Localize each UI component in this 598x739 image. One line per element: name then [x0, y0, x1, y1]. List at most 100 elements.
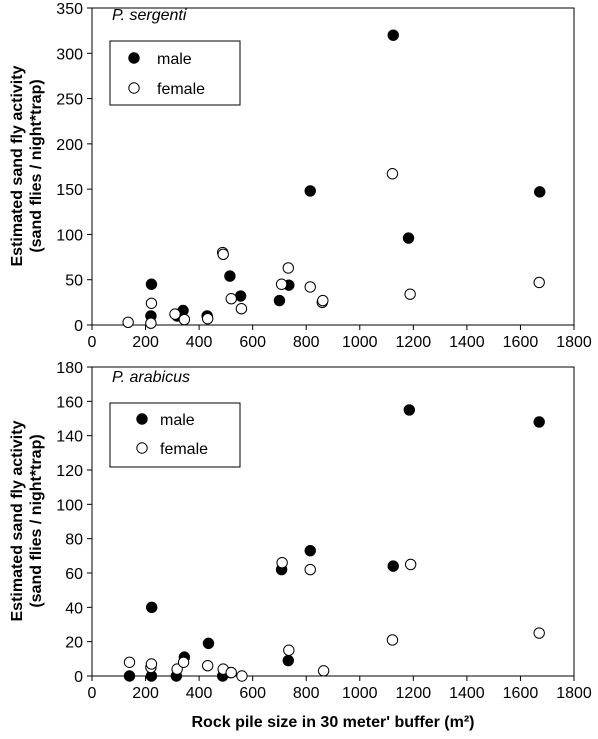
data-point-female [404, 558, 417, 571]
data-point-female [177, 656, 190, 668]
data-point-male [202, 637, 215, 650]
x-tick-label: 1400 [449, 685, 485, 702]
data-point-female [404, 288, 416, 300]
data-point-female [283, 644, 295, 656]
panel-label: P. arabicus [112, 369, 190, 386]
x-tick-label: 800 [293, 685, 320, 702]
panel-p-sergenti: P. sergenti Estimated sand fly activity … [9, 1, 592, 351]
data-point-female [282, 262, 294, 274]
data-point-male [402, 232, 415, 244]
y-tick-label: 80 [65, 532, 83, 549]
data-point-female [201, 312, 214, 325]
data-point-female [169, 308, 181, 320]
data-point-male [273, 294, 286, 307]
data-point-female [145, 317, 157, 329]
panel-label: P. sergenti [112, 7, 187, 24]
data-point-male [234, 290, 247, 302]
legend-box [109, 40, 241, 106]
data-point-female [317, 665, 330, 677]
data-point-female [533, 276, 545, 289]
legend-marker-male [128, 52, 140, 64]
x-tick-label: 0 [88, 334, 97, 351]
data-point-female [122, 316, 134, 328]
y-tick-label: 180 [56, 360, 83, 377]
legend-box [109, 402, 241, 468]
legend-marker-female [128, 82, 140, 94]
legend: male female [109, 402, 241, 468]
x-tick-label: 600 [239, 334, 266, 351]
data-point-female [225, 293, 237, 305]
plot-frame [91, 366, 575, 677]
y-tick-label: 50 [65, 273, 83, 290]
x-tick-label: 1600 [503, 685, 539, 702]
data-point-female [276, 557, 288, 569]
data-point-female [201, 660, 214, 672]
x-tick-label: 1200 [396, 334, 432, 351]
y-tick-label: 120 [56, 463, 83, 480]
y-axis-ticks: 0 50 100 150 200 250 300 350 [56, 1, 92, 335]
data-point-male [534, 186, 546, 198]
data-point-male [145, 278, 158, 290]
y-axis-title: Estimated sand fly activity (sand flies … [9, 420, 45, 621]
x-tick-label: 1400 [449, 334, 485, 351]
data-point-female [178, 313, 191, 326]
x-tick-label: 1600 [503, 334, 539, 351]
x-tick-label: 1800 [556, 334, 592, 351]
x-tick-label: 0 [88, 685, 97, 702]
y-axis-title-line1: Estimated sand fly activity [9, 65, 26, 266]
data-point-female [275, 278, 288, 290]
data-point-male [403, 404, 416, 416]
x-axis-ticks: 0 200 400 600 800 1000 1200 1400 1600 1800 [88, 676, 592, 702]
y-axis-title-line1: Estimated sand fly activity [9, 420, 26, 621]
x-tick-label: 800 [293, 334, 320, 351]
y-tick-label: 0 [74, 318, 83, 335]
y-tick-label: 40 [65, 600, 83, 617]
data-point-male [387, 560, 399, 572]
legend-label-male: male [157, 51, 192, 68]
data-point-female [386, 168, 399, 180]
data-point-female [217, 248, 229, 261]
legend-label-female: female [160, 441, 208, 458]
legend-label-male: male [160, 412, 195, 429]
x-tick-label: 1200 [396, 685, 432, 702]
x-tick-label: 200 [132, 334, 159, 351]
data-point-male [304, 185, 316, 197]
y-axis-ticks: 0 20 40 60 80 100 120 140 160 180 [56, 360, 92, 686]
data-point-female [317, 294, 329, 307]
data-point-female [123, 656, 136, 668]
y-tick-label: 150 [56, 182, 83, 199]
legend-label-female: female [157, 81, 205, 98]
y-axis-title: Estimated sand fly activity (sand flies … [9, 65, 45, 266]
x-axis-ticks: 0 200 400 600 800 1000 1200 1400 1600 1800 [88, 325, 592, 351]
data-point-female [533, 627, 545, 639]
legend: male female [109, 40, 241, 106]
x-tick-label: 400 [186, 685, 213, 702]
x-tick-label: 600 [239, 685, 266, 702]
data-point-male [387, 29, 399, 41]
x-tick-label: 1800 [556, 685, 592, 702]
data-point-male [146, 601, 158, 614]
data-point-male [224, 270, 236, 282]
x-tick-label: 1000 [342, 685, 378, 702]
y-tick-label: 100 [56, 227, 83, 244]
y-tick-label: 100 [56, 497, 83, 514]
y-tick-label: 250 [56, 92, 83, 109]
data-points [122, 29, 546, 329]
y-axis-title-line2: (sand flies / night*trap) [28, 434, 45, 607]
data-point-male [282, 654, 294, 667]
y-tick-label: 300 [56, 46, 83, 63]
x-tick-label: 400 [186, 334, 213, 351]
panel-p-arabicus: P. arabicus Estimated sand fly activity … [9, 360, 592, 731]
y-axis-title-line2: (sand flies / night*trap) [28, 79, 45, 252]
data-points [123, 404, 545, 682]
data-point-female [304, 563, 316, 576]
y-tick-label: 140 [56, 429, 83, 446]
y-tick-label: 20 [65, 635, 83, 652]
y-tick-label: 350 [56, 1, 83, 18]
data-point-female [304, 281, 316, 293]
y-tick-label: 0 [74, 669, 83, 686]
y-tick-label: 200 [56, 137, 83, 154]
data-point-male [304, 544, 316, 557]
data-point-female [386, 634, 399, 646]
